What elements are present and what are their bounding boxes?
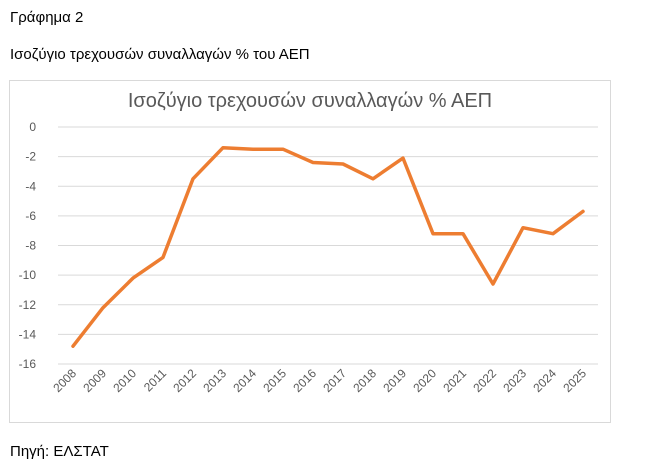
y-tick-label: -6 [25, 209, 36, 223]
series-line [71, 145, 585, 348]
x-tick-label: 2019 [380, 366, 409, 395]
series-lines [71, 145, 585, 348]
x-tick-label: 2021 [440, 366, 469, 395]
x-tick-label: 2017 [320, 366, 349, 395]
x-tick-label: 2018 [350, 366, 379, 395]
y-tick-label: -10 [19, 268, 37, 282]
x-tick-label: 2024 [530, 366, 559, 395]
x-tick-label: 2023 [500, 366, 529, 395]
x-tick-label: 2014 [230, 366, 259, 395]
gridlines [58, 126, 598, 365]
y-tick-label: -16 [19, 357, 37, 371]
y-tick-label: -8 [25, 239, 36, 253]
x-tick-label: 2010 [110, 366, 139, 395]
figure-caption: Ισοζύγιο τρεχουσών συναλλαγών % του ΑΕΠ [10, 46, 310, 63]
x-tick-label: 2009 [80, 366, 109, 395]
x-tick-label: 2012 [170, 366, 199, 395]
x-tick-label: 2025 [560, 366, 589, 395]
x-tick-label: 2015 [260, 366, 289, 395]
x-tick-label: 2013 [200, 366, 229, 395]
y-tick-label: -2 [25, 150, 36, 164]
source-note: Πηγή: ΕΛΣΤΑΤ [10, 443, 109, 460]
x-tick-label: 2020 [410, 366, 439, 395]
figure-number: Γράφημα 2 [10, 9, 84, 26]
x-tick-label: 2022 [470, 366, 499, 395]
y-tick-label: -4 [25, 179, 36, 193]
x-tick-label: 2011 [141, 366, 169, 394]
chart-frame: Ισοζύγιο τρεχουσών συναλλαγών % ΑΕΠ 0 -2 -… [9, 80, 611, 423]
y-axis-ticks: 0 -2 -4 -6 -8 -10 -12 -14 -16 [19, 120, 37, 371]
line-chart: Ισοζύγιο τρεχουσών συναλλαγών % ΑΕΠ 0 -2 -… [19, 90, 598, 395]
y-tick-label: 0 [29, 120, 36, 134]
y-tick-label: -12 [19, 298, 37, 312]
x-tick-label: 2016 [290, 366, 319, 395]
chart-title: Ισοζύγιο τρεχουσών συναλλαγών % ΑΕΠ [128, 90, 492, 112]
x-axis-ticks: 2008 2009 2010 2011 2012 2013 2014 2015 2016 2017… [50, 366, 589, 395]
x-tick-label: 2008 [50, 366, 79, 395]
y-tick-label: -14 [19, 327, 37, 341]
